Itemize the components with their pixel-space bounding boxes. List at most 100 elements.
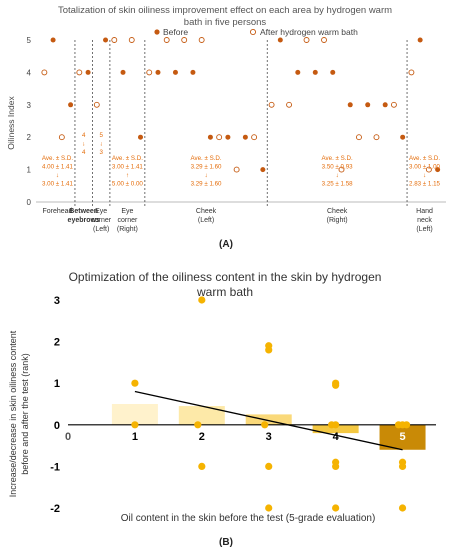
data-point — [198, 462, 206, 470]
area-annotation-line: ↓ — [100, 141, 103, 148]
chart-a-ytick-1: 1 — [27, 166, 32, 175]
chart-b-xtick-1: 1 — [132, 431, 138, 443]
chart-a-ytick-4: 4 — [27, 68, 32, 77]
area-annotation-line: ↑ — [126, 172, 129, 179]
area-annotation-line: Ave. ± S.D. — [42, 155, 73, 162]
area-label-line: corner — [117, 217, 138, 224]
after-point — [425, 166, 432, 173]
panel-a-label: (A) — [219, 239, 233, 250]
bar-1 — [111, 404, 158, 425]
before-point — [330, 69, 336, 75]
trendline — [134, 390, 403, 451]
area-annotation-line: 3.00 ± 1.41 — [112, 164, 143, 171]
after-point — [198, 37, 205, 43]
chart-a-ytick-0: 0 — [27, 198, 32, 207]
after-point — [181, 37, 188, 43]
area-label-line: (Left) — [198, 217, 214, 224]
data-point — [198, 296, 206, 304]
chart-a-area-dividers — [74, 40, 408, 208]
chart-b-title-line-1: Optimization of the oiliness content in … — [69, 270, 382, 284]
area-label-line: Hand — [416, 208, 433, 215]
before-point — [417, 37, 423, 43]
area-label-line: Cheek — [196, 208, 217, 215]
area-annotation-line: ↓ — [82, 141, 85, 148]
area-annotation-line: 3 — [99, 149, 103, 156]
after-point — [321, 37, 327, 43]
chart-b-xtick-2: 2 — [199, 431, 205, 443]
chart-b-ylabel-line-1: Increase/decrease in skin oiliness conte… — [8, 330, 18, 497]
after-point — [338, 166, 345, 173]
area-label-line: Forehead — [42, 208, 72, 215]
area-annotation-line: ↓ — [204, 172, 207, 179]
area-label-line: neck — [417, 217, 432, 224]
data-point — [398, 462, 407, 470]
chart-a-ylabel: Oiliness Index — [6, 96, 16, 150]
after-point — [76, 69, 83, 76]
chart-b-points — [131, 296, 411, 512]
after-point — [268, 101, 275, 108]
before-point — [400, 134, 406, 140]
chart-b-ytick-3: 3 — [54, 295, 60, 307]
chart-b-ytick-0: 0 — [54, 420, 60, 432]
after-point — [233, 166, 240, 173]
area-label-line: Eye — [121, 208, 133, 215]
chart-b-bars — [111, 404, 426, 450]
area-annotation-line: 3.50 ± 0.93 — [322, 164, 353, 171]
after-point — [373, 134, 380, 141]
after-point — [408, 69, 415, 76]
area-annotation-line: 4 — [82, 149, 86, 156]
before-point — [207, 134, 213, 140]
before-point — [120, 69, 126, 75]
legend-before-label: Before — [163, 27, 188, 37]
area-annotation-line: Ave. ± S.D. — [112, 155, 143, 162]
chart-b-ylabel-line-2: before and after the test (rank) — [20, 353, 30, 475]
before-point — [190, 69, 196, 75]
bar-2 — [178, 406, 225, 425]
chart-a-title-line-2: bath in five persons — [184, 17, 267, 28]
after-point — [216, 134, 223, 141]
before-point — [260, 167, 266, 173]
area-label-line: corner — [91, 217, 112, 224]
after-point — [58, 134, 65, 141]
area-annotation-line: 3.00 ± 1.41 — [42, 181, 73, 188]
bar-4 — [312, 424, 359, 434]
area-label-line: Cheek — [327, 208, 348, 215]
data-point — [131, 421, 139, 429]
before-point — [295, 69, 301, 75]
before-point — [277, 37, 283, 43]
before-point — [172, 69, 178, 75]
area-label-line: eyebrows — [68, 217, 100, 224]
chart-b-xlabel: Oil content in the skin before the test … — [121, 513, 376, 524]
before-point — [155, 69, 161, 75]
chart-b-ytick-1: 1 — [54, 378, 60, 390]
after-point — [93, 101, 100, 108]
after-point — [163, 37, 170, 43]
area-annotation-line: 5.00 ± 0.00 — [112, 181, 143, 188]
area-annotation-line: 2.83 ± 1.15 — [409, 181, 440, 188]
data-point — [332, 504, 340, 512]
data-point — [265, 346, 273, 354]
chart-a: Totalization of skin oiliness improvemen… — [6, 5, 446, 233]
before-point — [312, 69, 318, 75]
area-label-line: (Left) — [93, 226, 109, 233]
after-point — [41, 69, 48, 76]
bar-5 — [379, 424, 426, 450]
chart-b-xtick-3: 3 — [266, 431, 272, 443]
after-point — [286, 101, 293, 108]
area-label-line: Eye — [95, 208, 107, 215]
chart-b-axes: -2 -1 0 1 2 3 — [50, 295, 436, 515]
chart-b-ytick-2: 2 — [54, 337, 60, 349]
before-point — [365, 102, 371, 108]
before-point — [382, 102, 388, 108]
chart-b-xtick-4: 4 — [333, 431, 340, 443]
chart-a-title-line-1: Totalization of skin oiliness improvemen… — [58, 5, 392, 16]
before-point — [68, 102, 74, 108]
area-annotation-line: Ave. ± S.D. — [409, 155, 440, 162]
before-point — [435, 167, 441, 173]
before-point — [85, 69, 91, 75]
area-label-line: (Right) — [117, 226, 138, 233]
after-point — [356, 134, 362, 141]
panel-b-label: (B) — [219, 537, 233, 548]
